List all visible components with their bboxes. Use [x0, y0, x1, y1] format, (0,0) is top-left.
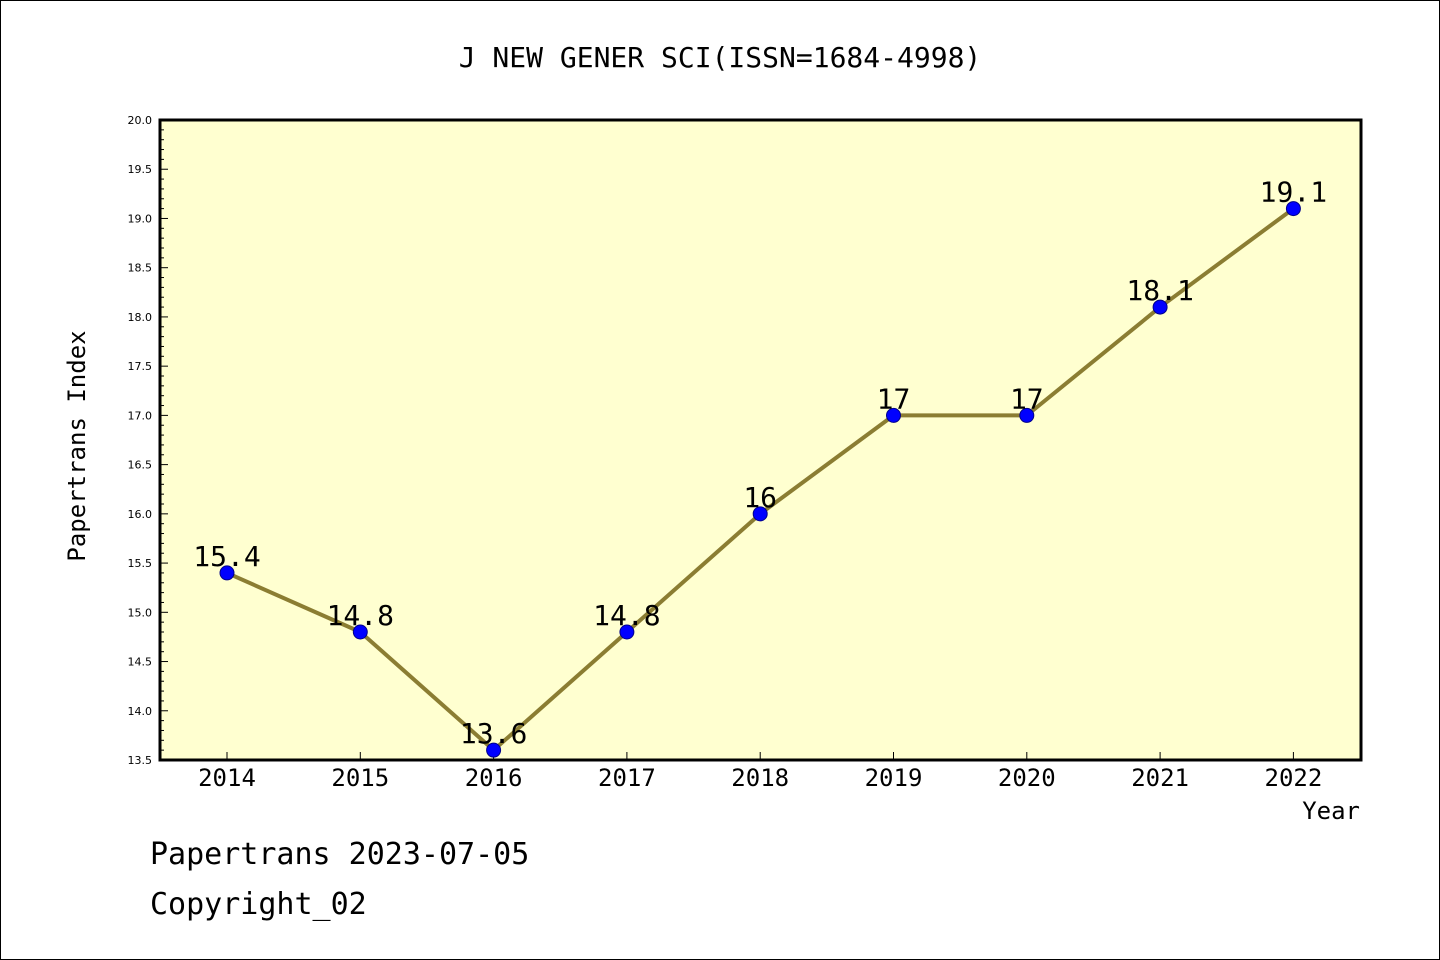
y-tick-label: 13.5: [128, 754, 153, 767]
y-tick-label: 14.0: [128, 705, 153, 718]
data-label: 17: [877, 382, 911, 415]
data-label: 15.4: [193, 540, 260, 573]
data-point: [1019, 407, 1035, 423]
y-tick-label: 17.5: [128, 360, 153, 373]
data-label: 14.8: [593, 599, 660, 632]
data-point: [219, 565, 235, 581]
y-tick-label: 19.5: [128, 163, 153, 176]
data-point: [352, 624, 368, 640]
x-tick-label: 2017: [598, 764, 656, 792]
x-axis-ticks: 2014 2015 2016 2017 2018 2019 2020 2021 2022: [198, 752, 1322, 792]
y-tick-label: 19.0: [128, 212, 153, 225]
x-tick-label: 2021: [1131, 764, 1189, 792]
data-point: [752, 506, 768, 522]
footer-date: Papertrans 2023-07-05: [150, 837, 529, 872]
data-labels: 15.4 14.8 13.6 14.8 16 17 17 18.1 19.1: [193, 176, 1327, 751]
x-tick-label: 2015: [331, 764, 389, 792]
y-tick-label: 17.0: [128, 409, 153, 422]
data-point: [619, 624, 635, 640]
y-tick-label: 15.5: [128, 557, 153, 570]
data-label: 19.1: [1260, 176, 1327, 209]
data-label: 17: [1010, 382, 1044, 415]
data-point: [886, 407, 901, 423]
y-axis-ticks: 13.5 14.0 14.5 15.0 15.5 16.0 16.5 17.0 17.5 18.0…: [128, 114, 168, 767]
data-label: 16: [743, 481, 777, 514]
plot-area: [158, 118, 1363, 762]
data-label: 18.1: [1126, 274, 1193, 307]
x-tick-label: 2022: [1265, 764, 1323, 792]
y-tick-label: 18.0: [128, 311, 153, 324]
data-label: 13.6: [460, 717, 527, 750]
data-point: [486, 742, 502, 758]
x-tick-label: 2019: [865, 764, 923, 792]
data-point: [1285, 201, 1301, 217]
x-tick-label: 2014: [198, 764, 256, 792]
data-label: 14.8: [327, 599, 394, 632]
data-points: [219, 201, 1301, 758]
data-point: [1152, 299, 1168, 315]
y-tick-label: 15.0: [128, 606, 153, 619]
x-axis-label: Year: [1302, 797, 1360, 825]
y-tick-label: 14.5: [128, 656, 153, 669]
y-axis-label: Papertrans Index: [63, 330, 91, 561]
x-tick-label: 2018: [731, 764, 789, 792]
y-tick-label: 16.0: [128, 508, 153, 521]
chart-title: J NEW GENER SCI(ISSN=1684-4998): [459, 41, 982, 74]
x-tick-label: 2016: [465, 764, 523, 792]
y-tick-label: 18.5: [128, 262, 153, 275]
y-tick-label: 20.0: [128, 114, 153, 127]
x-tick-label: 2020: [998, 764, 1056, 792]
footer-copyright: Copyright_02: [150, 887, 367, 922]
y-tick-label: 16.5: [128, 459, 153, 472]
